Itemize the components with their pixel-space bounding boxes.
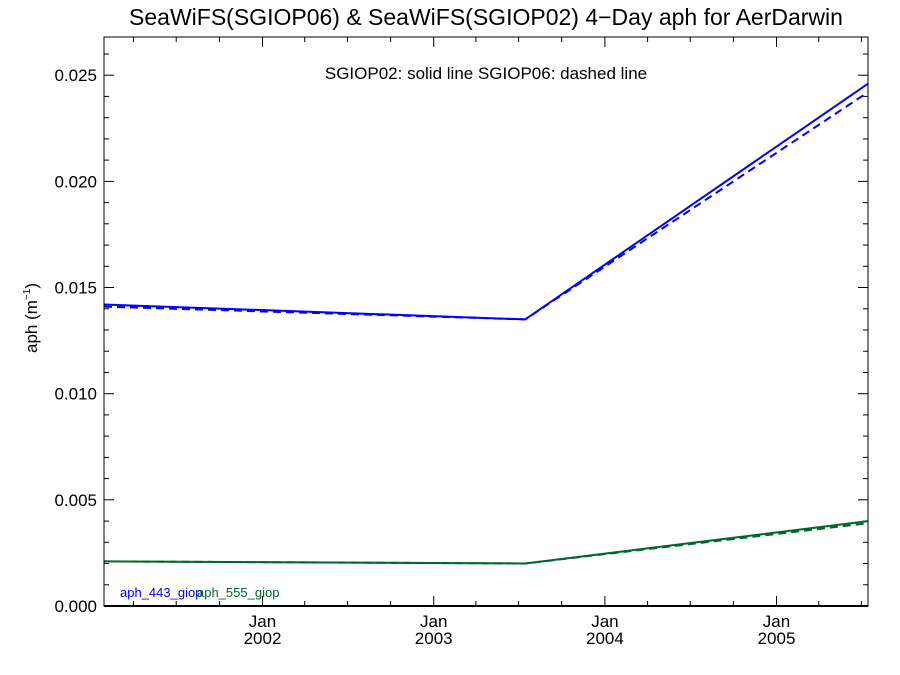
y-tick-label: 0.000: [54, 597, 97, 616]
chart-subtitle: SGIOP02: solid line SGIOP06: dashed line: [325, 64, 647, 83]
x-tick-label-year: 2004: [586, 629, 624, 648]
series-line-aph-443-giop-sgiop06: [103, 91, 869, 321]
series-line-aph-555-giop-sgiop02: [103, 520, 869, 565]
legend-label-aph-555: aph_555_giop: [197, 585, 279, 600]
x-tick-label-year: 2005: [758, 629, 796, 648]
chart-title: SeaWiFS(SGIOP06) & SeaWiFS(SGIOP02) 4−Da…: [129, 4, 843, 30]
y-tick-label: 0.005: [54, 491, 97, 510]
y-tick-label: 0.025: [54, 66, 97, 85]
x-tick-label-month: Jan: [591, 612, 618, 631]
x-tick-label-year: 2002: [244, 629, 282, 648]
series-lines: [103, 82, 869, 565]
x-tick-label-year: 2003: [415, 629, 453, 648]
series-line-aph-555-giop-sgiop06: [103, 522, 869, 565]
y-tick-label: 0.010: [54, 385, 97, 404]
series-line-aph-443-giop-sgiop02: [103, 82, 869, 321]
y-axis-label-main: aph (m: [22, 300, 41, 353]
y-axis-label-exponent: −1: [22, 288, 33, 300]
x-tick-label-month: Jan: [763, 612, 790, 631]
y-tick-label: 0.020: [54, 172, 97, 191]
y-axis-label: aph (m−1): [22, 283, 41, 353]
y-axis-label-close: ): [22, 283, 41, 289]
plot-frame: [103, 36, 869, 607]
axis-ticks: 0.0000.0050.0100.0150.0200.025Jan2002Jan…: [54, 37, 868, 648]
x-tick-label-month: Jan: [249, 612, 276, 631]
legend-label-aph-443: aph_443_giop: [120, 585, 202, 600]
y-tick-label: 0.015: [54, 279, 97, 298]
x-tick-label-month: Jan: [420, 612, 447, 631]
